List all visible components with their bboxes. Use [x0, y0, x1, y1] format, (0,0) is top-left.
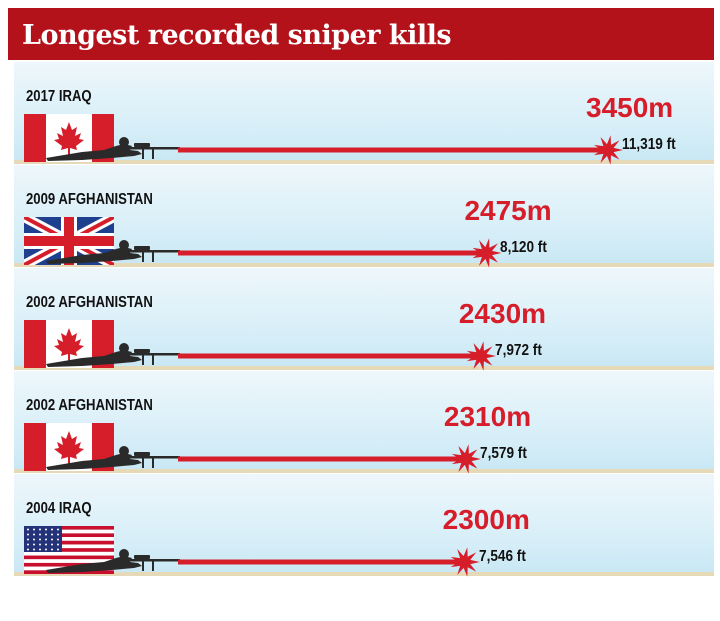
title-banner: Longest recorded sniper kills — [8, 8, 714, 60]
chart-title: Longest recorded sniper kills — [22, 20, 452, 51]
value-label-feet: 7,546 ft — [478, 548, 526, 565]
row-ground — [14, 572, 714, 576]
row-background — [14, 371, 714, 469]
value-label-metres: 2430m — [458, 298, 547, 329]
category-label: 2002 AFGHANISTAN — [26, 397, 153, 414]
row-background — [14, 268, 714, 366]
value-label-feet: 11,319 ft — [622, 136, 676, 153]
sniper-icon — [42, 132, 182, 162]
value-label-metres: 2300m — [442, 504, 530, 535]
value-label-metres: 2310m — [443, 401, 532, 432]
row-ground — [14, 263, 714, 267]
united-kingdom-flag-icon — [24, 217, 114, 265]
chart-row: 2009 AFGHANISTAN 2475m 8,120 ft — [14, 165, 714, 273]
category-label: 2017 IRAQ — [26, 88, 92, 105]
value-label-metres: 2475m — [464, 195, 552, 226]
canada-flag-icon — [24, 320, 114, 368]
chart-row: 2002 AFGHANISTAN 2430m 7,972 ft — [14, 268, 714, 376]
value-label-feet: 7,972 ft — [494, 342, 542, 359]
chart-row: 2002 AFGHANISTAN 2310m 7,579 ft — [14, 371, 714, 479]
chart-row: 2004 IRAQ 2300m 7,546 ft — [14, 474, 714, 582]
sniper-icon — [42, 441, 182, 471]
chart-row: 2017 IRAQ 3450m 11,319 ft — [14, 62, 714, 170]
category-label: 2002 AFGHANISTAN — [26, 294, 153, 311]
value-label-feet: 8,120 ft — [500, 239, 548, 256]
sniper-icon — [42, 338, 182, 368]
value-label-feet: 7,579 ft — [479, 445, 527, 462]
sniper-icon — [42, 544, 182, 574]
row-ground — [14, 469, 714, 473]
value-label-metres: 3450m — [586, 92, 674, 123]
row-background — [14, 165, 714, 263]
row-ground — [14, 160, 714, 164]
row-ground — [14, 366, 714, 370]
category-label: 2004 IRAQ — [26, 500, 92, 517]
category-label: 2009 AFGHANISTAN — [26, 191, 153, 208]
sniper-icon — [42, 235, 182, 265]
row-background — [14, 474, 714, 572]
